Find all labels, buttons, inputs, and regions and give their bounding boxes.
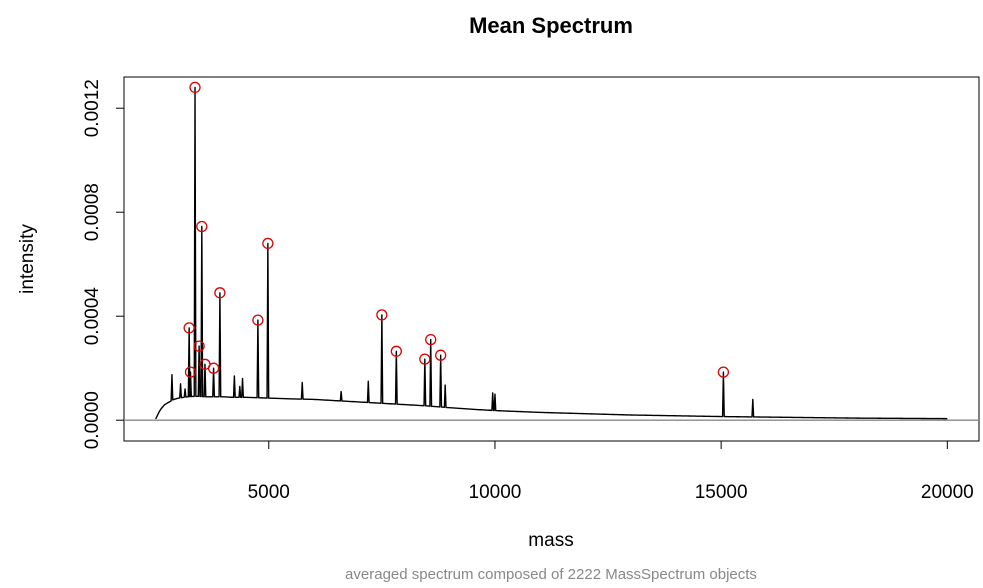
x-tick-label: 5000 [248,482,290,503]
spectrum-line-layer [155,86,948,420]
peak-marker [376,309,388,321]
spectrum-line [155,86,948,420]
peak-marker [207,362,220,374]
peak-marker [425,333,437,346]
peak-marker [193,340,205,352]
peak-marker [189,81,201,94]
peak-marker [262,237,274,250]
chart-title: Mean Spectrum [469,13,633,38]
peak-marker [717,366,730,378]
y-tick-label: 0.0008 [82,183,103,241]
x-axis-label: mass [528,530,573,551]
y-tick-label: 0.0004 [82,287,103,346]
peak-marker [183,322,195,334]
peak-marker [390,345,402,357]
peak-marker [214,287,226,299]
peak-marker [184,366,197,378]
peak-marker [419,353,431,365]
peak-marker [196,220,208,233]
y-axis-label: intensity [17,224,38,294]
peak-marker [435,349,447,361]
peak-marker [252,314,264,326]
y-tick-label: 0.0012 [82,79,103,137]
peak-marker-layer [183,81,730,378]
x-tick-label: 15000 [695,482,748,503]
y-axis: 0.0000 0.0004 0.0008 0.0012 [82,79,124,449]
y-tick-label: 0.0000 [82,391,103,449]
chart-subtitle: averaged spectrum composed of 2222 MassS… [345,566,757,583]
x-tick-label: 20000 [921,482,974,503]
x-axis: 5000 10000 15000 20000 [248,441,974,503]
plot-frame [123,76,980,442]
x-tick-label: 10000 [469,482,522,503]
